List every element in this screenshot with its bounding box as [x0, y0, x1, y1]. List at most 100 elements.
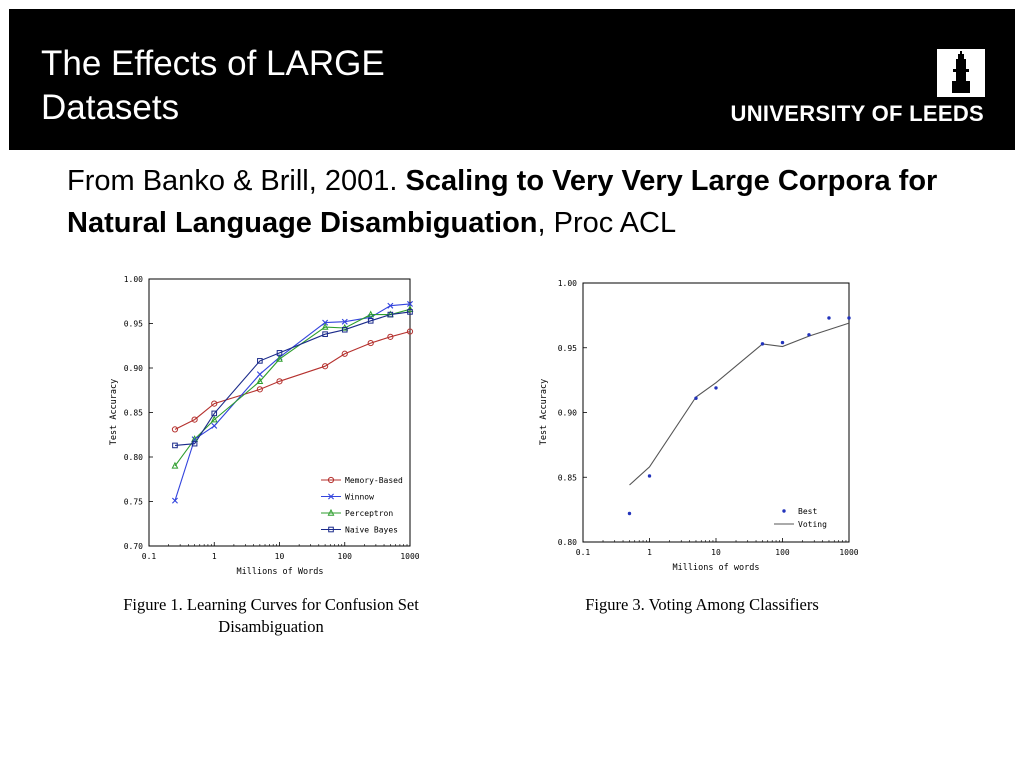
plot-frame	[148, 278, 411, 547]
series-line-voting	[629, 322, 850, 486]
series-line-memory-based	[174, 330, 411, 430]
data-point-naive-bayes	[387, 311, 394, 318]
data-point-memory-based	[367, 339, 374, 347]
data-point-naive-bayes	[191, 440, 198, 447]
plot-frame	[582, 282, 850, 543]
x-axis-label: Millions of Words	[237, 567, 324, 577]
data-point-naive-bayes	[322, 331, 328, 337]
data-point-naive-bayes	[367, 318, 374, 324]
data-point-memory-based	[341, 350, 348, 357]
marker-stroke	[328, 493, 334, 500]
legend-label-memory-based: Memory-Based	[345, 476, 403, 485]
x-tick-label: 100	[775, 548, 790, 557]
y-tick-label: 1.00	[558, 279, 577, 288]
legend-label-winnow: Winnow	[345, 493, 374, 502]
data-point-perceptron	[276, 354, 283, 362]
data-point-best	[760, 342, 765, 346]
data-point-winnow	[407, 300, 413, 307]
x-tick-label: 10	[711, 548, 721, 557]
data-point-naive-bayes	[211, 410, 218, 417]
data-point-best	[827, 316, 831, 320]
citation-prefix: From Banko & Brill, 2001.	[67, 165, 406, 197]
data-point-memory-based	[256, 386, 263, 393]
y-tick-label: 0.85	[558, 473, 577, 482]
figure-1-caption-line2: Disambiguation	[218, 617, 324, 636]
legend-marker-perceptron	[327, 508, 335, 516]
data-point-naive-bayes	[172, 442, 178, 449]
data-point-best	[647, 474, 652, 478]
figure-3-caption: Figure 3. Voting Among Classifiers	[552, 594, 852, 616]
figure-3-caption-text: Figure 3. Voting Among Classifiers	[585, 595, 819, 614]
x-tick-label: 0.1	[576, 548, 591, 557]
marker-stroke	[256, 371, 263, 378]
data-point-best	[714, 386, 718, 390]
legend-marker-best	[782, 509, 786, 513]
data-point-perceptron	[321, 322, 329, 330]
legend-label-voting: Voting	[798, 520, 827, 529]
leeds-tower-icon	[937, 49, 985, 97]
series-line-naive-bayes	[174, 311, 411, 446]
series-line-winnow	[174, 303, 411, 501]
x-tick-label: 1000	[400, 552, 419, 561]
data-point-memory-based	[191, 416, 198, 423]
data-point-naive-bayes	[257, 358, 263, 364]
legend-marker-memory-based	[327, 476, 335, 484]
y-axis-label: Test Accuracy	[539, 379, 549, 446]
data-point-best	[780, 340, 785, 345]
header-band: The Effects of LARGE Datasets UNIVERSITY…	[9, 9, 1015, 150]
marker-stroke	[322, 319, 329, 326]
marker-stroke	[171, 497, 178, 504]
data-point-naive-bayes	[341, 326, 348, 333]
marker-stroke	[341, 318, 348, 325]
marker-stroke	[407, 300, 413, 307]
data-point-memory-based	[406, 328, 414, 335]
x-axis-label: Millions of words	[673, 563, 760, 573]
data-point-best	[807, 333, 811, 337]
legend-label-best: Best	[798, 507, 817, 516]
citation-title: Scaling to Very Very Large Corpora for N…	[67, 165, 938, 239]
x-tick-label: 1000	[839, 548, 858, 557]
data-point-memory-based	[276, 378, 283, 385]
slide-title: The Effects of LARGE Datasets	[41, 44, 385, 127]
legend-label-perceptron: Perceptron	[345, 509, 393, 518]
data-point-memory-based	[211, 400, 218, 407]
y-tick-label: 0.90	[558, 409, 577, 418]
y-tick-label: 0.95	[124, 320, 143, 329]
data-point-perceptron	[406, 305, 414, 312]
y-tick-label: 0.95	[558, 344, 577, 353]
marker-stroke	[211, 422, 218, 429]
y-tick-label: 0.80	[124, 453, 143, 462]
data-point-naive-bayes	[407, 309, 413, 315]
data-point-memory-based	[387, 333, 394, 340]
x-tick-label: 1	[647, 548, 652, 557]
data-point-naive-bayes	[276, 350, 283, 356]
data-point-best	[627, 511, 632, 516]
figure-1-caption-line1: Figure 1. Learning Curves for Confusion …	[123, 595, 419, 614]
data-point-winnow	[211, 422, 218, 429]
figure-1-chart: 0.1 1 10 100 1000 0.70 0.75 0.80 0.85 0.90 0.95 1.0…	[109, 275, 420, 577]
citation: From Banko & Brill, 2001. Scaling to Ver…	[67, 160, 1002, 244]
data-point-perceptron	[171, 461, 179, 469]
x-tick-label: 10	[275, 552, 285, 561]
y-tick-label: 1.00	[124, 275, 143, 284]
y-tick-label: 0.85	[124, 409, 143, 418]
y-tick-label: 0.90	[124, 364, 143, 373]
legend-label-naive-bayes: Naive Bayes	[345, 526, 398, 535]
marker-stroke	[387, 302, 394, 309]
data-point-memory-based	[322, 363, 329, 370]
data-point-perceptron	[256, 377, 264, 385]
data-point-memory-based	[171, 426, 179, 433]
data-point-perceptron	[367, 310, 375, 318]
legend-marker-naive-bayes	[328, 526, 334, 533]
figure-3-chart: 0.1 1 10 100 1000 0.80 0.85 0.90 0.95 1.00 Millio…	[539, 279, 859, 573]
data-point-perceptron	[210, 415, 218, 423]
data-point-winnow	[171, 497, 178, 504]
y-tick-label: 0.70	[124, 542, 143, 551]
data-point-winnow	[256, 371, 263, 378]
y-axis-label: Test Accuracy	[109, 379, 119, 446]
data-point-winnow	[341, 318, 348, 325]
y-tick-label: 0.75	[124, 498, 143, 507]
data-point-best	[847, 316, 851, 320]
x-tick-label: 100	[338, 552, 353, 561]
data-point-winnow	[387, 302, 394, 309]
